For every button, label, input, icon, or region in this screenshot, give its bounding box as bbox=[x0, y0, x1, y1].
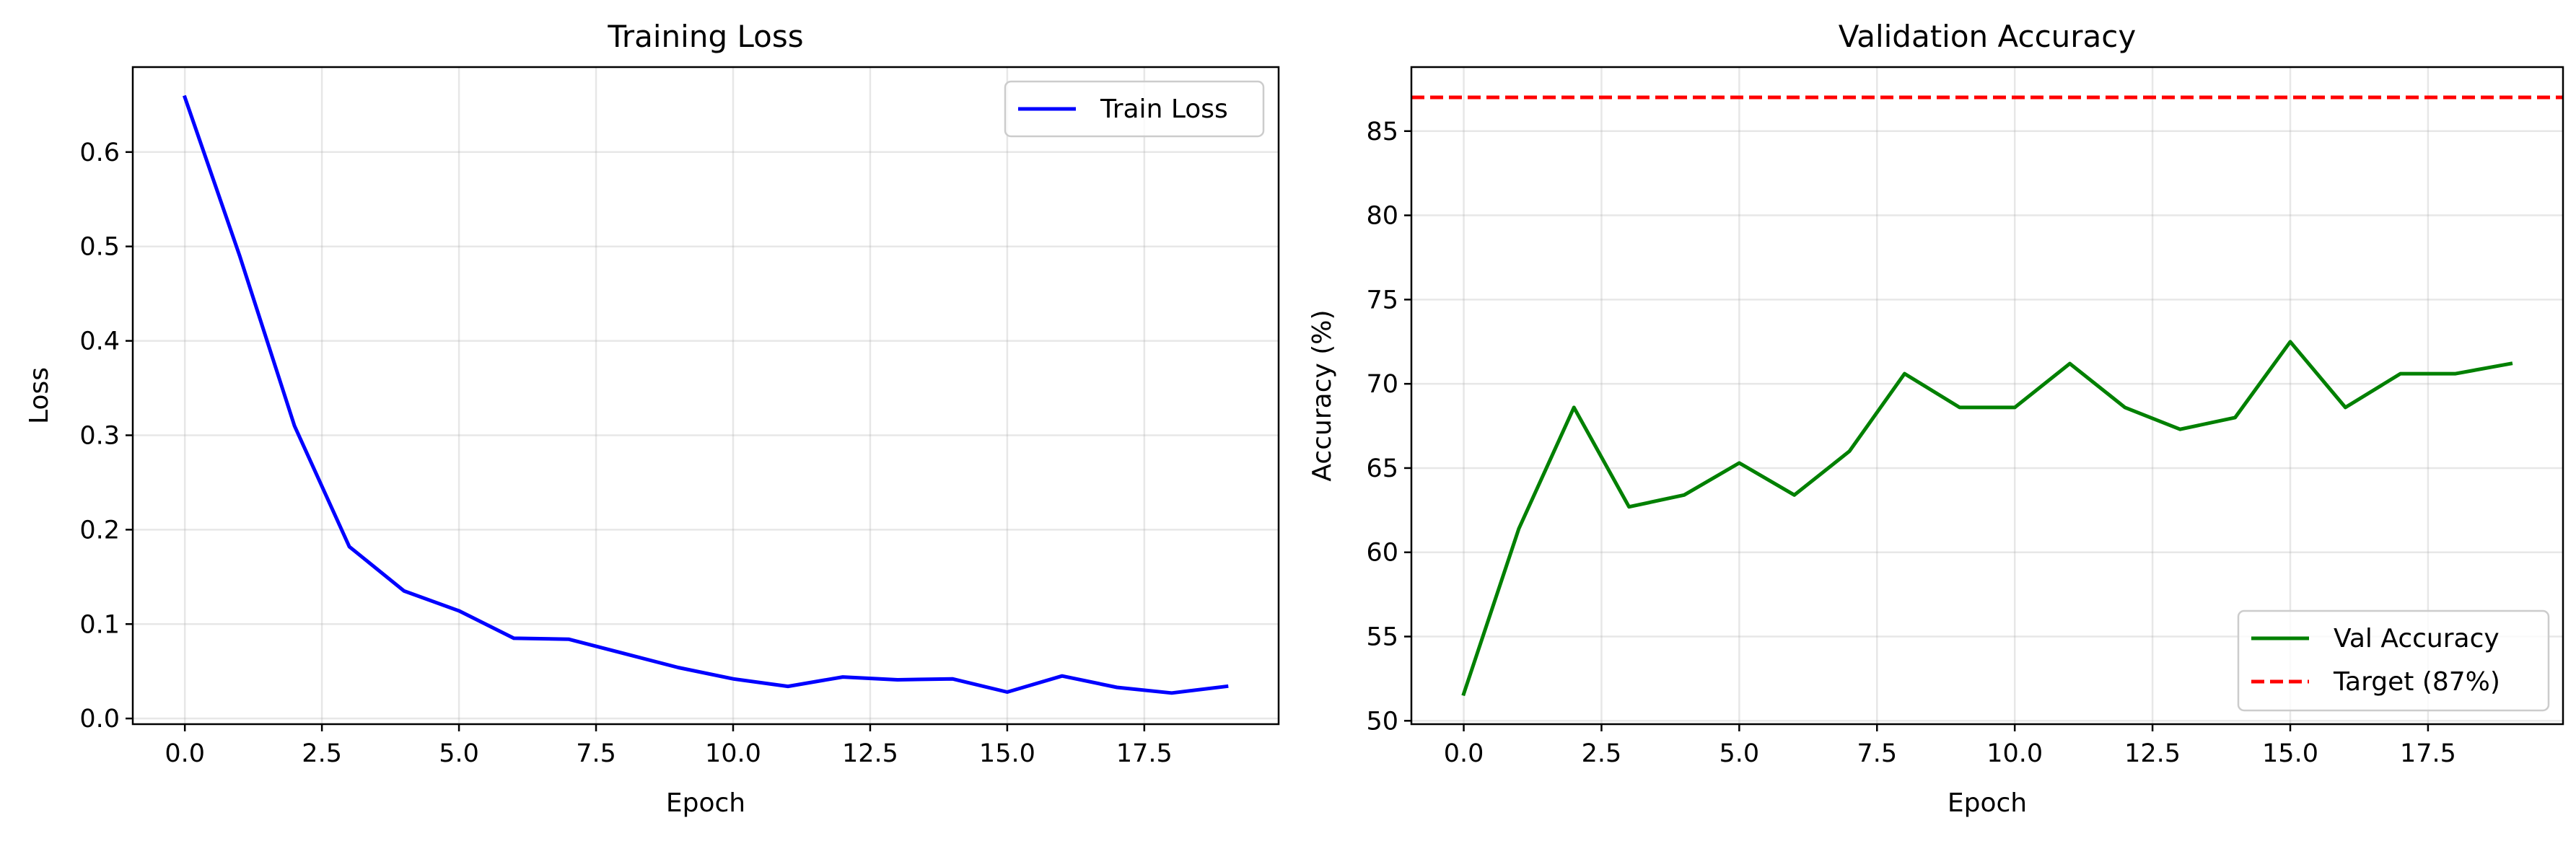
x-tick-label: 7.5 bbox=[576, 739, 616, 768]
training-loss-ticks: 0.0 2.5 5.0 7.5 10.0 12.5 15.0 17.5 0.0 0.1 0.2 0.3… bbox=[79, 138, 1172, 768]
y-tick-label: 0.4 bbox=[79, 327, 120, 356]
validation-accuracy-y-axis-label: Accuracy (%) bbox=[1307, 309, 1337, 481]
x-tick-label: 5.0 bbox=[439, 739, 479, 768]
legend-label-val-accuracy: Val Accuracy bbox=[2334, 624, 2500, 653]
training-loss-x-axis-label: Epoch bbox=[666, 788, 745, 818]
series-line-val-accuracy bbox=[1461, 340, 2513, 697]
legend-label-target: Target (87%) bbox=[2333, 667, 2500, 697]
y-tick-label: 0.1 bbox=[79, 610, 120, 639]
y-tick-label: 75 bbox=[1366, 286, 1398, 314]
x-tick-label: 0.0 bbox=[165, 739, 205, 768]
validation-accuracy-legend-box bbox=[2237, 609, 2550, 712]
training-loss-y-axis-label: Loss bbox=[25, 367, 54, 424]
x-tick-label: 7.5 bbox=[1857, 739, 1897, 768]
validation-accuracy-legend: Val Accuracy Target (87%) bbox=[2237, 609, 2550, 712]
x-tick-label: 10.0 bbox=[705, 739, 761, 768]
y-tick-label: 0.3 bbox=[79, 421, 120, 450]
validation-accuracy-series bbox=[1411, 95, 2563, 697]
validation-accuracy-ticks: 0.0 2.5 5.0 7.5 10.0 12.5 15.0 17.5 50 55 60 65 70 75… bbox=[1366, 118, 2455, 768]
training-loss-series bbox=[183, 94, 1229, 695]
training-loss-legend: Train Loss bbox=[1004, 80, 1265, 138]
validation-accuracy-axes-frame bbox=[1410, 66, 2564, 726]
y-tick-label: 65 bbox=[1366, 454, 1398, 483]
x-tick-label: 17.5 bbox=[2400, 739, 2456, 768]
x-tick-label: 2.5 bbox=[302, 739, 342, 768]
axes-spines bbox=[131, 66, 1280, 726]
y-tick-label: 50 bbox=[1366, 707, 1398, 736]
validation-accuracy-chart: 0.0 2.5 5.0 7.5 10.0 12.5 15.0 17.5 50 55 60 65 70 75… bbox=[1307, 19, 2564, 818]
y-tick-label: 0.5 bbox=[79, 233, 120, 262]
x-tick-label: 10.0 bbox=[1986, 739, 2043, 768]
x-tick-label: 5.0 bbox=[1719, 739, 1760, 768]
training-loss-grid bbox=[133, 67, 1279, 724]
validation-accuracy-x-axis-label: Epoch bbox=[1948, 788, 2027, 818]
training-loss-legend-box bbox=[1004, 80, 1265, 138]
y-tick-label: 80 bbox=[1366, 202, 1398, 231]
legend-label-train-loss: Train Loss bbox=[1100, 94, 1228, 124]
series-line-train-loss bbox=[183, 94, 1229, 695]
x-tick-label: 2.5 bbox=[1582, 739, 1622, 768]
x-tick-label: 17.5 bbox=[1116, 739, 1173, 768]
y-tick-label: 85 bbox=[1366, 118, 1398, 146]
y-tick-label: 60 bbox=[1366, 539, 1398, 568]
y-tick-label: 55 bbox=[1366, 623, 1398, 652]
x-tick-label: 15.0 bbox=[979, 739, 1035, 768]
training-loss-chart: 0.0 2.5 5.0 7.5 10.0 12.5 15.0 17.5 0.0 0.1 0.2 0.3… bbox=[25, 19, 1280, 818]
y-tick-label: 0.6 bbox=[79, 138, 120, 167]
x-tick-label: 12.5 bbox=[2124, 739, 2181, 768]
y-tick-label: 0.0 bbox=[79, 705, 120, 734]
x-tick-label: 15.0 bbox=[2262, 739, 2318, 768]
x-tick-label: 0.0 bbox=[1444, 739, 1484, 768]
training-loss-title: Training Loss bbox=[607, 19, 803, 54]
y-tick-label: 0.2 bbox=[79, 516, 120, 545]
validation-accuracy-title: Validation Accuracy bbox=[1839, 19, 2137, 54]
training-loss-axes-frame bbox=[131, 66, 1280, 726]
y-tick-label: 70 bbox=[1366, 370, 1398, 399]
axes-spines bbox=[1410, 66, 2564, 726]
x-tick-label: 12.5 bbox=[842, 739, 898, 768]
